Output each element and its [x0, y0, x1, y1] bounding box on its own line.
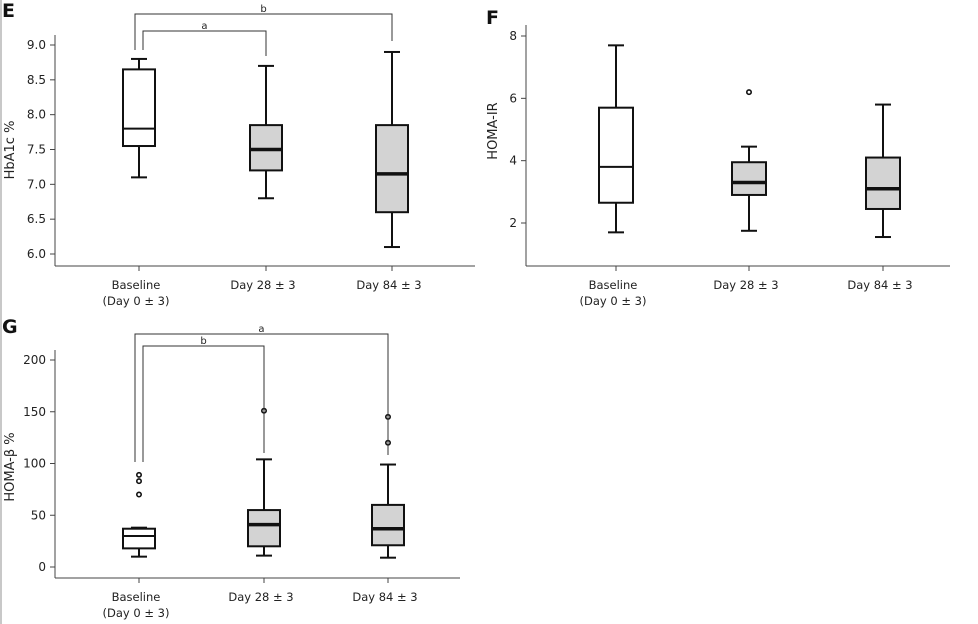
significance-bracket: [142, 30, 267, 56]
box-0: [598, 44, 634, 234]
y-tick-label: 0: [38, 560, 46, 574]
significance-label: a: [201, 21, 207, 32]
y-tick-label: 6.5: [27, 212, 46, 226]
x-tick-label: (Day 0 ± 3): [103, 294, 170, 308]
y-tick-label: 9.0: [27, 38, 46, 52]
iqr-box: [731, 161, 767, 196]
panel-e: E HbA1c % 6.0 6.5 7.0 7.5 8.0 8.5 9.0 Baseline (Da…: [2, 0, 475, 308]
iqr-box: [865, 156, 901, 210]
x-tick-label: Day 84 ± 3: [356, 278, 421, 292]
x-tick-label: Day 28 ± 3: [713, 278, 778, 292]
y-tick-label: 7.5: [27, 143, 46, 157]
significance-label: b: [200, 336, 206, 347]
x-tick-label: (Day 0 ± 3): [103, 606, 170, 620]
panel-label: E: [2, 0, 15, 22]
box-2: [865, 103, 901, 239]
iqr-box: [598, 106, 634, 204]
iqr-box: [371, 503, 405, 547]
y-tick-label: 8.5: [27, 73, 46, 87]
x-tick-label: Baseline: [589, 278, 638, 292]
box-0: [122, 471, 156, 558]
box-1: [247, 407, 281, 557]
y-tick-label: 7.0: [27, 177, 46, 191]
x-tick-label: Day 28 ± 3: [228, 590, 293, 604]
y-tick-label: 2: [509, 216, 517, 230]
significance-bracket: [134, 13, 393, 50]
y-axis-label: HbA1c %: [3, 121, 18, 180]
box-0: [122, 57, 156, 179]
panel-label: F: [486, 7, 499, 29]
box-1: [731, 89, 767, 232]
significance-bracket: [134, 333, 389, 462]
x-tick-label: Day 28 ± 3: [230, 278, 295, 292]
y-tick-label: 100: [23, 457, 46, 471]
iqr-box: [122, 527, 156, 550]
x-tick-label: Baseline: [112, 590, 161, 604]
x-tick-label: Baseline: [112, 278, 161, 292]
y-tick-label: 8: [509, 29, 517, 43]
y-tick-label: 4: [509, 154, 517, 168]
outlier-point: [745, 89, 752, 96]
y-tick-label: 50: [31, 508, 46, 522]
x-tick-label: (Day 0 ± 3): [580, 294, 647, 308]
significance-label: b: [260, 4, 266, 15]
y-axis-label: HOMA-IR: [486, 102, 501, 159]
iqr-box: [247, 509, 281, 548]
y-tick-label: 8.0: [27, 108, 46, 122]
y-axis-label: HOMA-β %: [3, 432, 18, 501]
y-tick-label: 6: [509, 91, 517, 105]
iqr-box: [122, 68, 156, 148]
x-tick-label: Day 84 ± 3: [847, 278, 912, 292]
y-tick-label: 6.0: [27, 247, 46, 261]
significance-label: a: [258, 324, 264, 335]
outlier-point: [136, 471, 143, 478]
outlier-point: [136, 478, 143, 485]
significance-bracket: [142, 345, 265, 462]
iqr-box: [375, 124, 409, 214]
panel-f: F HOMA-IR 2 4 6 8 Baseline (Day 0 ± 3) Day 28 ± …: [486, 7, 950, 308]
left-border: [0, 0, 2, 624]
box-1: [249, 64, 283, 200]
panel-g: G HOMA-β % 0 50 100 150 200 Baseline (Day 0 ± 3)…: [2, 316, 460, 620]
panel-label: G: [2, 316, 18, 338]
y-tick-label: 200: [23, 353, 46, 367]
y-tick-label: 150: [23, 405, 46, 419]
x-tick-label: Day 84 ± 3: [352, 590, 417, 604]
outlier-point: [136, 491, 143, 498]
box-2: [375, 50, 409, 249]
